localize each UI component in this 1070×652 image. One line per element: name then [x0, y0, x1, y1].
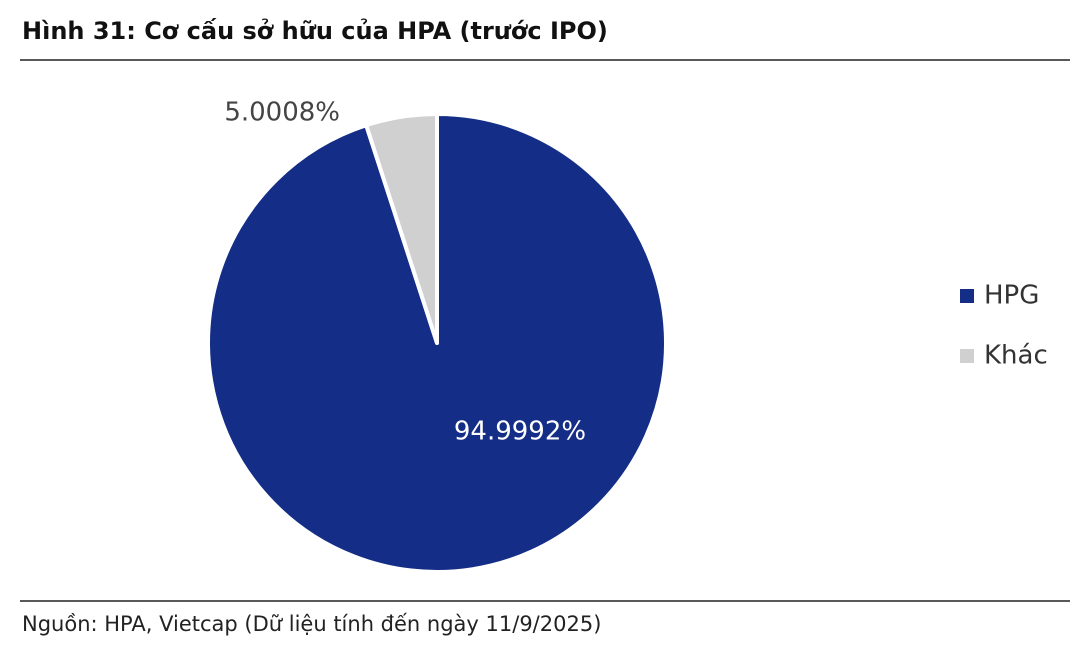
legend-label: HPG — [984, 281, 1039, 311]
source-note: Nguồn: HPA, Vietcap (Dữ liệu tính đến ng… — [22, 612, 601, 636]
chart-title: Hình 31: Cơ cấu sở hữu của HPA (trước IP… — [22, 17, 608, 45]
pie-slice — [364, 112, 439, 345]
data-label: 5.0008% — [224, 98, 340, 128]
legend-label: Khác — [984, 341, 1048, 371]
data-label: 94.9992% — [454, 417, 586, 447]
legend-swatch — [960, 349, 974, 363]
legend-swatch — [960, 289, 974, 303]
